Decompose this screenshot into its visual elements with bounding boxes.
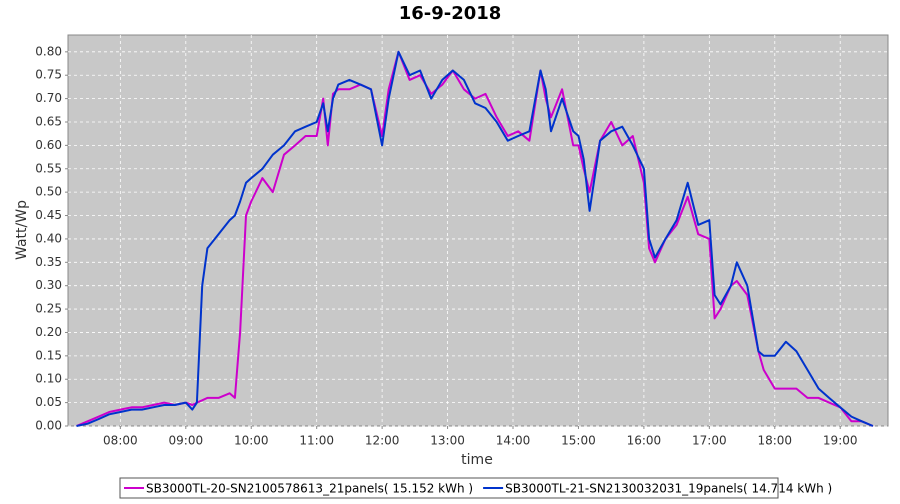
y-tick-label: 0.70 bbox=[35, 91, 62, 105]
x-tick-label: 18:00 bbox=[757, 434, 792, 448]
y-tick-label: 0.30 bbox=[35, 278, 62, 292]
x-tick-label: 13:00 bbox=[430, 434, 465, 448]
x-tick-label: 12:00 bbox=[365, 434, 400, 448]
x-tick-label: 15:00 bbox=[561, 434, 596, 448]
y-tick-label: 0.50 bbox=[35, 185, 62, 199]
y-tick-label: 0.25 bbox=[35, 302, 62, 316]
x-tick-label: 19:00 bbox=[823, 434, 858, 448]
x-tick-label: 16:00 bbox=[627, 434, 662, 448]
y-tick-label: 0.55 bbox=[35, 161, 62, 175]
y-tick-label: 0.20 bbox=[35, 325, 62, 339]
y-tick-label: 0.65 bbox=[35, 114, 62, 128]
line-series bbox=[76, 50, 874, 427]
y-tick-label: 0.60 bbox=[35, 138, 62, 152]
x-tick-label: 10:00 bbox=[234, 434, 269, 448]
y-tick-label: 0.45 bbox=[35, 208, 62, 222]
plot-area bbox=[67, 34, 889, 427]
x-tick-label: 14:00 bbox=[496, 434, 531, 448]
y-tick-label: 0.75 bbox=[35, 68, 62, 82]
x-tick-label: 11:00 bbox=[299, 434, 334, 448]
x-tick-label: 17:00 bbox=[692, 434, 727, 448]
y-tick-label: 0.40 bbox=[35, 231, 62, 245]
x-tick-label: 09:00 bbox=[169, 434, 204, 448]
y-tick-label: 0.15 bbox=[35, 348, 62, 362]
chart-title: 16-9-2018 bbox=[399, 3, 502, 24]
y-tick-label: 0.00 bbox=[35, 419, 62, 433]
y-tick-label: 0.80 bbox=[35, 44, 62, 58]
y-axis-label: Watt/Wp bbox=[14, 200, 30, 260]
y-tick-label: 0.05 bbox=[35, 395, 62, 409]
legend-label: SB3000TL-21-SN2130032031_19panels( 14.71… bbox=[505, 482, 832, 496]
legend-label: SB3000TL-20-SN2100578613_21panels( 15.15… bbox=[146, 482, 473, 496]
x-axis-label: time bbox=[461, 452, 493, 468]
y-tick-label: 0.10 bbox=[35, 372, 62, 386]
x-tick-label: 08:00 bbox=[103, 434, 138, 448]
y-tick-label: 0.35 bbox=[35, 255, 62, 269]
legend bbox=[119, 477, 779, 499]
